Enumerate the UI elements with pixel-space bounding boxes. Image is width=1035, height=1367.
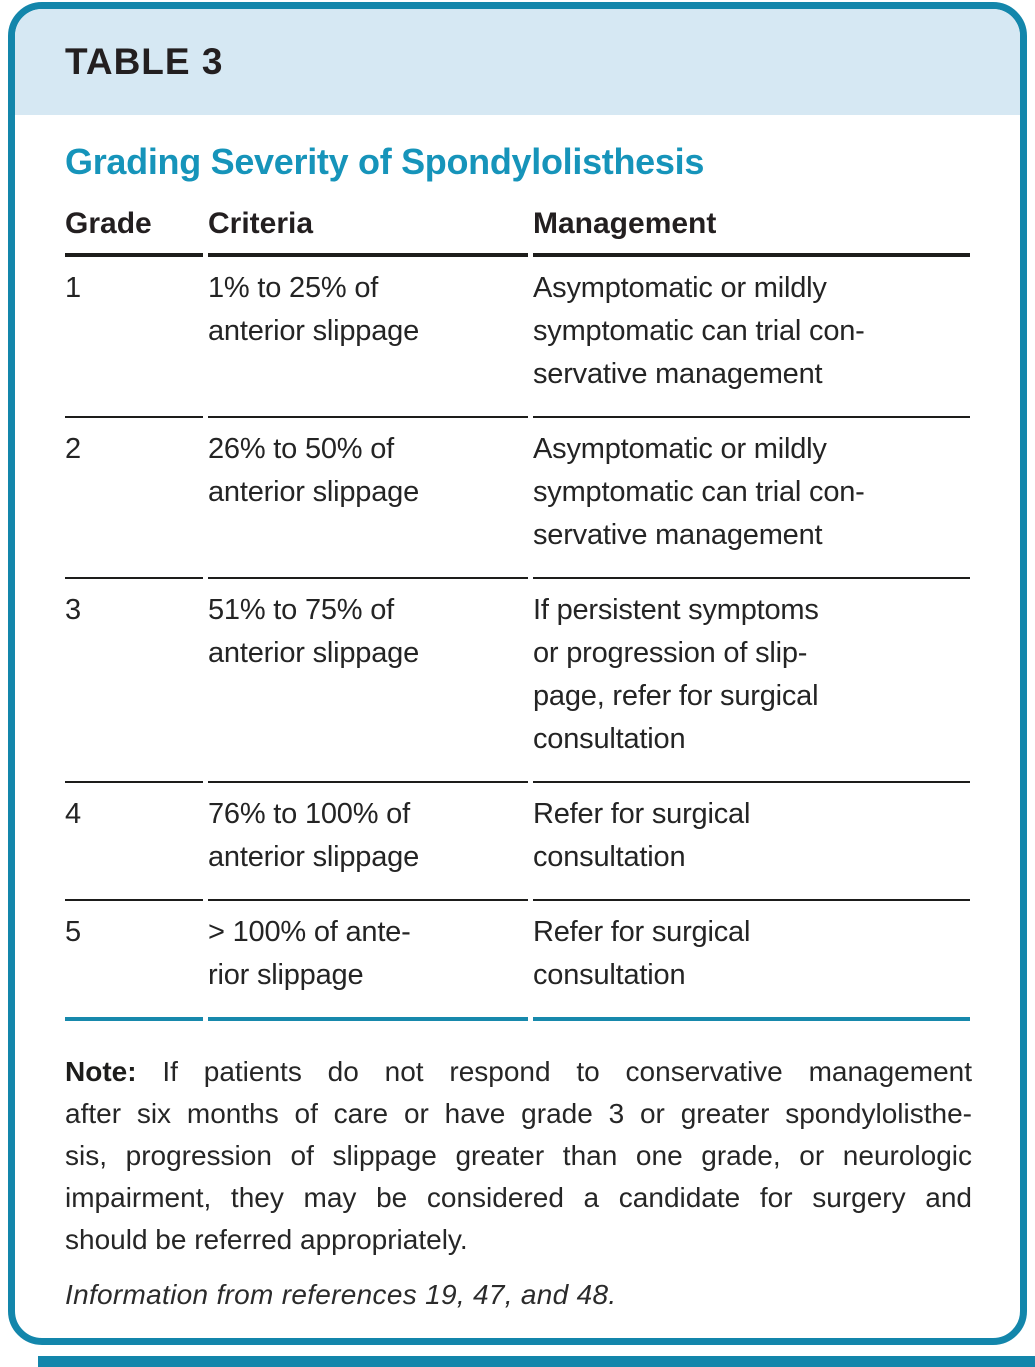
note-text: impairment, they may be considered a can… (65, 1182, 972, 1213)
table-number: TABLE 3 (65, 41, 224, 82)
note-text: sis, progression of slippage greater tha… (65, 1140, 972, 1171)
bottom-accent-bar (38, 1356, 1035, 1367)
note-line: sis, progression of slippage greater tha… (65, 1135, 972, 1177)
note: Note: If patients do not respond to cons… (65, 1051, 972, 1261)
note-text: after six months of care or have grade 3… (65, 1098, 972, 1129)
table-row: 4 76% to 100% of anterior slippage Refer f… (65, 783, 970, 901)
criteria-cell: 51% to 75% of anterior slippage (208, 579, 528, 783)
criteria-cell: 76% to 100% of anterior slippage (208, 783, 528, 901)
criteria-cell: 1% to 25% of anterior slippage (208, 257, 528, 418)
table-title: Grading Severity of Spondylolisthesis (65, 141, 705, 182)
note-text: should be referred appropriately. (65, 1224, 468, 1255)
management-cell: Refer for surgical consultation (533, 783, 970, 901)
note-line: Note: If patients do not respond to cons… (65, 1051, 972, 1093)
note-text: If patients do not respond to conservati… (162, 1056, 972, 1087)
management-cell: If persistent symptoms or progression of… (533, 579, 970, 783)
column-header-criteria: Criteria (208, 203, 528, 257)
column-header-grade: Grade (65, 203, 203, 257)
table-header-band: TABLE 3 (15, 9, 1020, 115)
column-header-management: Management (533, 203, 970, 257)
management-cell: Asymptomatic or mildly symptomatic can t… (533, 418, 970, 579)
table-row: 2 26% to 50% of anterior slippage Asymptom… (65, 418, 970, 579)
grading-table: Grade Criteria Management 1 1% to 25% of … (60, 203, 975, 1021)
criteria-cell: > 100% of ante- rior slippage (208, 901, 528, 1021)
table-card: TABLE 3 Grading Severity of Spondylolist… (8, 2, 1027, 1345)
table-row: 1 1% to 25% of anterior slippage Asymptoma… (65, 257, 970, 418)
note-line: impairment, they may be considered a can… (65, 1177, 972, 1219)
note-line: after six months of care or have grade 3… (65, 1093, 972, 1135)
table-row: 3 51% to 75% of anterior slippage If persi… (65, 579, 970, 783)
header-row: Grade Criteria Management (65, 203, 970, 257)
management-cell: Asymptomatic or mildly symptomatic can t… (533, 257, 970, 418)
table-body: Grading Severity of Spondylolisthesis Gr… (15, 141, 1020, 1311)
grade-cell: 4 (65, 783, 203, 901)
grade-cell: 3 (65, 579, 203, 783)
grade-cell: 5 (65, 901, 203, 1021)
note-line: should be referred appropriately. (65, 1219, 972, 1261)
management-cell: Refer for surgical consultation (533, 901, 970, 1021)
grade-cell: 1 (65, 257, 203, 418)
table-row: 5 > 100% of ante- rior slippage Refer for … (65, 901, 970, 1021)
criteria-cell: 26% to 50% of anterior slippage (208, 418, 528, 579)
source-credit: Information from references 19, 47, and … (65, 1279, 617, 1310)
grade-cell: 2 (65, 418, 203, 579)
note-label: Note: (65, 1056, 137, 1087)
